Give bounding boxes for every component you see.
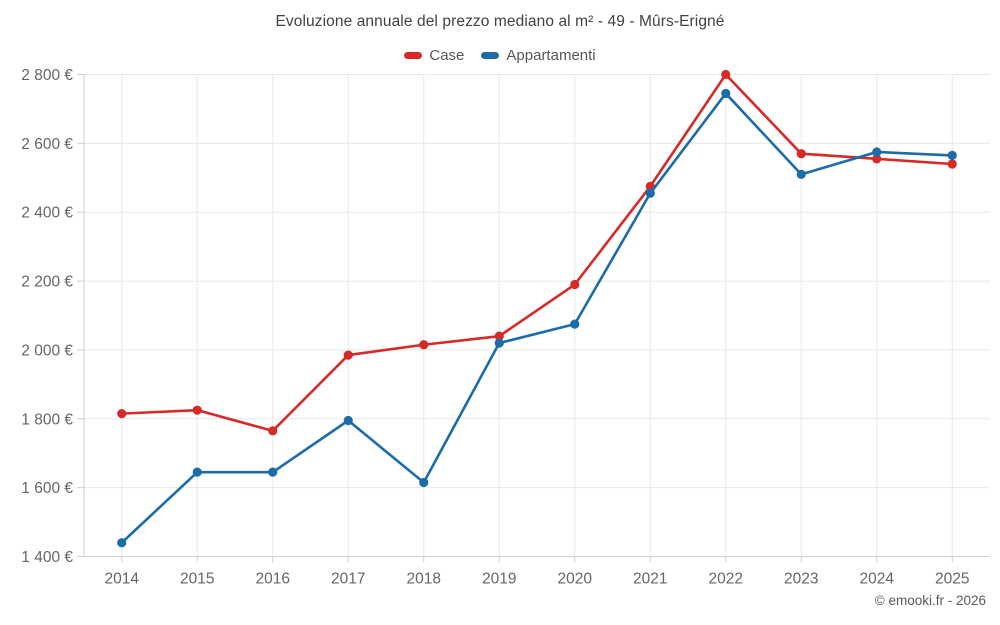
x-axis-label: 2017	[331, 571, 365, 588]
data-point-case-2022[interactable]	[721, 69, 731, 80]
x-axis-label: 2025	[935, 571, 969, 588]
data-point-case-2023[interactable]	[796, 149, 806, 159]
legend-label: Case	[429, 47, 465, 64]
y-axis-label: 1 800 €	[21, 411, 73, 428]
data-point-appartamenti-2015[interactable]	[192, 467, 202, 477]
x-axis-label: 2022	[709, 571, 743, 588]
data-point-appartamenti-2025[interactable]	[947, 150, 957, 161]
chart-title: Evoluzione annuale del prezzo mediano al…	[275, 13, 725, 30]
data-point-case-2020[interactable]	[570, 279, 580, 290]
series-line-appartamenti	[120, 92, 954, 545]
x-axis-label: 2016	[256, 571, 290, 588]
data-point-case-2015[interactable]	[192, 405, 202, 415]
data-point-case-2019[interactable]	[494, 331, 504, 341]
x-axis-label: 2014	[105, 571, 140, 588]
data-point-case-2024[interactable]	[872, 154, 882, 164]
data-point-appartamenti-2020[interactable]	[570, 319, 580, 329]
data-point-case-2025[interactable]	[947, 159, 957, 169]
copyright-credit: © emooki.fr - 2026	[874, 593, 986, 608]
y-axis-label: 2 400 €	[21, 205, 73, 222]
y-axis-label: 2 200 €	[21, 274, 73, 291]
data-point-case-2016[interactable]	[268, 426, 278, 436]
x-axis-label: 2024	[860, 571, 895, 588]
series-line-case	[120, 73, 954, 433]
data-point-appartamenti-2017[interactable]	[343, 415, 353, 426]
data-point-appartamenti-2014[interactable]	[117, 538, 127, 548]
x-axis-label: 2023	[784, 571, 818, 588]
data-point-appartamenti-2016[interactable]	[268, 467, 278, 477]
y-axis-label: 1 600 €	[21, 480, 73, 497]
chart-legend: Case Appartamenti	[0, 47, 1000, 64]
data-point-case-2017[interactable]	[343, 350, 353, 360]
x-axis-label: 2019	[482, 571, 516, 588]
y-axis-label: 2 800 €	[21, 67, 73, 84]
y-axis-label: 2 600 €	[21, 136, 73, 153]
legend-item-case[interactable]: Case	[404, 47, 464, 64]
data-point-appartamenti-2024[interactable]	[872, 147, 882, 157]
legend-swatch-case	[404, 52, 423, 59]
y-axis-label: 1 400 €	[21, 549, 73, 566]
legend-label: Appartamenti	[506, 47, 596, 64]
data-point-appartamenti-2023[interactable]	[796, 169, 806, 179]
x-axis-label: 2018	[407, 571, 441, 588]
legend-swatch-appartamenti	[481, 52, 500, 59]
x-axis-label: 2020	[558, 571, 593, 588]
legend-item-appartamenti[interactable]: Appartamenti	[481, 47, 596, 64]
data-point-case-2014[interactable]	[117, 409, 127, 419]
data-point-appartamenti-2019[interactable]	[494, 338, 504, 348]
x-axis-label: 2015	[180, 571, 214, 588]
y-axis-label: 2 000 €	[21, 342, 73, 359]
data-point-appartamenti-2021[interactable]	[645, 188, 655, 198]
data-point-appartamenti-2022[interactable]	[721, 88, 731, 99]
data-point-appartamenti-2018[interactable]	[419, 477, 429, 488]
x-axis-label: 2021	[633, 571, 667, 588]
data-point-case-2018[interactable]	[419, 340, 429, 350]
